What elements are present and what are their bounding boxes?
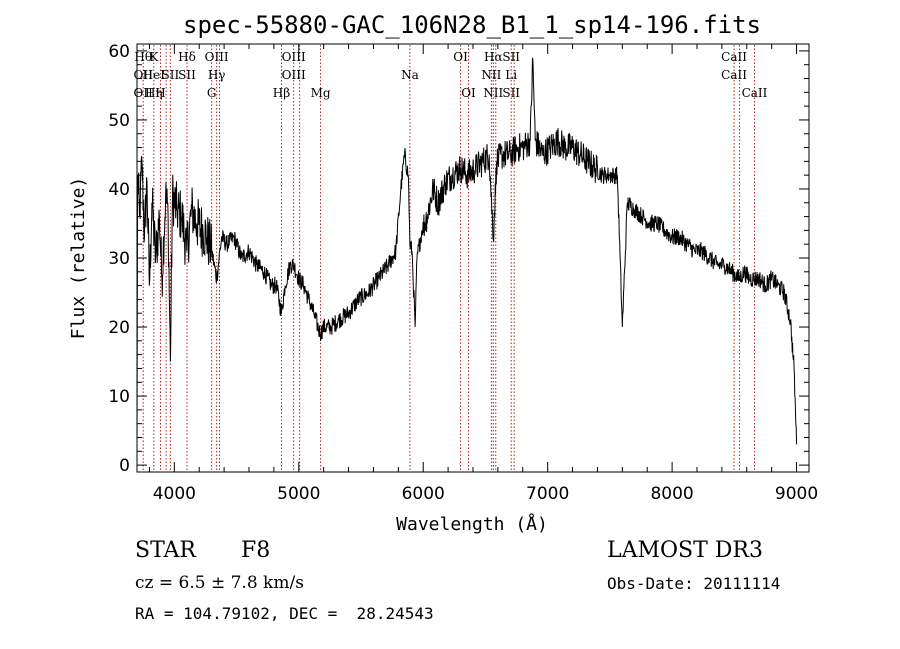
line-marker-label: NII xyxy=(483,86,503,100)
x-tick-label: 4000 xyxy=(153,484,196,504)
line-marker-label: CaII xyxy=(742,86,768,100)
y-tick-label: 60 xyxy=(108,42,130,62)
x-tick-label: 9000 xyxy=(775,484,818,504)
line-marker-label: SII xyxy=(502,50,520,64)
line-marker-label: Na xyxy=(401,68,419,82)
line-marker-label: Hγ xyxy=(208,68,226,82)
line-marker-label: OIII xyxy=(282,68,306,82)
line-marker-label: SII xyxy=(161,68,179,82)
x-tick-label: 7000 xyxy=(526,484,569,504)
x-tick-label: 6000 xyxy=(402,484,445,504)
line-marker-label: Hδ xyxy=(178,50,196,64)
y-tick-label: 50 xyxy=(108,111,130,131)
survey-name: LAMOST DR3 xyxy=(607,538,763,563)
y-tick-label: 0 xyxy=(119,456,130,476)
y-axis: 0 10 20 30 40 50 60 xyxy=(108,42,809,476)
y-axis-label: Flux (relative) xyxy=(68,177,89,340)
y-tick-label: 20 xyxy=(108,318,130,338)
line-marker-label: CaII xyxy=(721,68,747,82)
line-markers xyxy=(142,45,755,471)
line-marker-label: Li xyxy=(505,68,517,82)
line-marker-label: SII xyxy=(178,68,196,82)
y-tick-label: 30 xyxy=(108,249,130,269)
line-marker-label: G xyxy=(207,86,217,100)
line-marker-label: Hα xyxy=(484,50,503,64)
line-marker-label: Mg xyxy=(311,86,331,100)
line-marker-label: SII xyxy=(502,86,520,100)
line-marker-label: HeI xyxy=(143,68,166,82)
y-tick-label: 40 xyxy=(108,180,130,200)
x-axis-label: Wavelength (Å) xyxy=(396,513,548,535)
line-marker-label: K xyxy=(149,50,159,64)
line-marker-label: OI xyxy=(453,50,468,64)
line-marker-label: OII xyxy=(134,86,154,100)
line-marker-label: CaII xyxy=(721,50,747,64)
object-class: STAR xyxy=(135,538,196,563)
line-marker-label: OI xyxy=(461,86,476,100)
x-tick-label: 8000 xyxy=(650,484,693,504)
line-marker-label: Hη xyxy=(145,86,163,100)
observation-date: Obs-Date: 20111114 xyxy=(607,574,781,593)
line-marker-label: Hθ xyxy=(134,50,152,64)
y-tick-label: 10 xyxy=(108,387,130,407)
coordinates-readout: RA = 104.79102, DEC = 28.24543 xyxy=(135,604,434,623)
line-marker-label: Hβ xyxy=(273,86,290,100)
line-marker-label: NII xyxy=(481,68,501,82)
x-tick-label: 5000 xyxy=(277,484,320,504)
line-marker-labels: HθOIIOIIKHeIHηHSIIHδSIIGOIIIHγHβOIIIOIII… xyxy=(134,50,768,100)
x-axis: 4000 5000 6000 7000 8000 9000 xyxy=(148,44,818,504)
line-marker-label: OIII xyxy=(205,50,229,64)
redshift-readout: cz = 6.5 ± 7.8 km/s xyxy=(135,573,304,593)
line-marker-label: H xyxy=(155,86,165,100)
chart-title: spec-55880-GAC_106N28_B1_1_sp14-196.fits xyxy=(183,11,761,39)
object-subclass: F8 xyxy=(241,538,271,563)
spectrum-line xyxy=(136,57,798,452)
line-marker-label: OIII xyxy=(282,50,306,64)
